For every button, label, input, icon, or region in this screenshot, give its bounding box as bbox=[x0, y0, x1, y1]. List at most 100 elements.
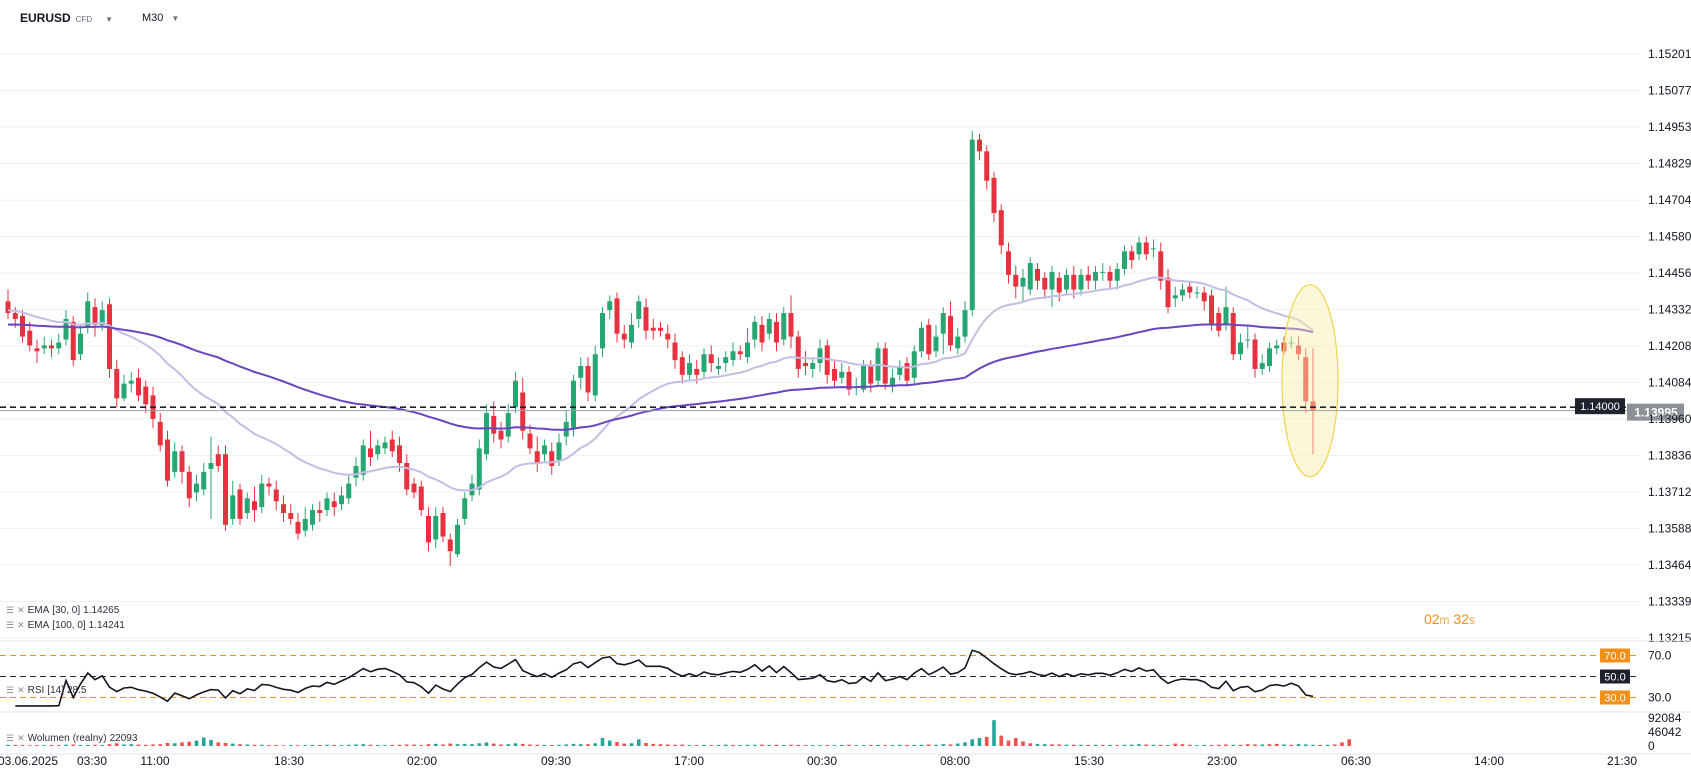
volume-bar bbox=[455, 744, 460, 746]
volume-bar bbox=[1006, 740, 1011, 746]
candle-body bbox=[998, 210, 1004, 246]
settings-icon[interactable]: ☰ bbox=[6, 685, 15, 695]
candle-body bbox=[991, 177, 997, 214]
candle-body bbox=[244, 498, 250, 514]
price-axis[interactable]: 1.15201 1.15077 1.14953 1.14829 1.14704 1.145… bbox=[1648, 47, 1691, 645]
volume-bar bbox=[694, 745, 699, 746]
price-grid bbox=[0, 53, 1640, 639]
candles-layer bbox=[5, 130, 1316, 566]
candle-body bbox=[215, 454, 221, 466]
candle-body bbox=[172, 451, 178, 472]
candle-body bbox=[513, 380, 518, 408]
volume-bar bbox=[71, 744, 76, 746]
volume-bar bbox=[354, 744, 358, 746]
candle-body bbox=[687, 363, 692, 375]
volume-bar bbox=[1303, 744, 1308, 746]
instrument-type: CFD bbox=[75, 15, 93, 24]
candle-body bbox=[114, 368, 120, 399]
volume-bar bbox=[955, 743, 960, 746]
volume-bar bbox=[433, 743, 438, 746]
volume-legend[interactable]: ☰ ✕ Wolumen (realny) 22093 bbox=[6, 733, 137, 744]
close-icon[interactable]: ✕ bbox=[17, 685, 25, 695]
price-tick-label: 1.13215 bbox=[1648, 631, 1691, 645]
candle-body bbox=[621, 333, 627, 340]
volume-bar bbox=[535, 744, 540, 746]
timeframe-selector[interactable]: M30 ▼ bbox=[142, 12, 179, 24]
candle-body bbox=[1035, 268, 1040, 281]
candle-body bbox=[230, 495, 236, 519]
settings-icon[interactable]: ☰ bbox=[6, 605, 15, 615]
candle-body bbox=[78, 333, 83, 355]
candle-body bbox=[578, 365, 584, 378]
volume-bar bbox=[158, 744, 163, 746]
volume-bar bbox=[702, 744, 706, 746]
settings-icon[interactable]: ☰ bbox=[6, 620, 15, 630]
candle-body bbox=[774, 321, 779, 343]
close-icon[interactable]: ✕ bbox=[17, 605, 25, 615]
candle-body bbox=[404, 463, 410, 490]
volume-bar bbox=[1347, 739, 1352, 746]
candle-body bbox=[672, 342, 678, 361]
volume-bar bbox=[245, 744, 250, 746]
close-icon[interactable]: ✕ bbox=[17, 733, 25, 743]
volume-bar bbox=[390, 744, 395, 746]
highlight-ellipse bbox=[1281, 284, 1339, 478]
candle-body bbox=[382, 442, 388, 449]
volume-bar bbox=[1274, 743, 1279, 746]
price-tick-label: 1.13712 bbox=[1648, 485, 1691, 499]
candle-body bbox=[128, 380, 134, 384]
candle-body bbox=[339, 495, 344, 505]
candle-body bbox=[1151, 248, 1156, 250]
last-price-label: 1.13995 bbox=[1634, 406, 1678, 420]
candle-body bbox=[433, 515, 439, 540]
volume-bar bbox=[796, 744, 801, 746]
candle-body bbox=[1288, 342, 1294, 344]
volume-bar bbox=[586, 744, 590, 746]
candle-body bbox=[542, 445, 547, 455]
candle-body bbox=[208, 463, 214, 469]
candle-body bbox=[157, 421, 163, 446]
ema30-value: 1.14265 bbox=[83, 605, 120, 616]
ema30-legend[interactable]: ☰ ✕ EMA [30, 0] 1.14265 bbox=[6, 605, 119, 616]
candle-body bbox=[571, 380, 576, 428]
candle-body bbox=[1056, 277, 1062, 293]
candle-body bbox=[977, 139, 982, 152]
rsi-legend[interactable]: ☰ ✕ RSI [14] 28.5 bbox=[6, 685, 86, 696]
candle-body bbox=[1006, 251, 1011, 275]
time-axis[interactable]: 03.06.2025 03:30 11:00 18:30 02:00 09:30 17:00… bbox=[0, 753, 1691, 768]
candle-body bbox=[1180, 289, 1185, 296]
candle-body bbox=[1310, 401, 1316, 411]
candle-body bbox=[1187, 286, 1193, 293]
volume-bar bbox=[259, 744, 264, 746]
volume-bar bbox=[288, 745, 293, 746]
candle-body bbox=[27, 330, 33, 346]
rsi-pane: 70.0 70.0 50.0 30.0 30.0 bbox=[0, 640, 1691, 707]
volume-bar bbox=[187, 741, 192, 746]
candle-body bbox=[237, 489, 243, 519]
candle-body bbox=[1107, 271, 1113, 281]
symbol-selector[interactable]: EURUSD CFD ▼ bbox=[20, 11, 113, 25]
candle-body bbox=[846, 371, 852, 390]
candle-body bbox=[346, 483, 352, 499]
price-tick-label: 1.15077 bbox=[1648, 83, 1691, 97]
volume-bar bbox=[564, 744, 569, 746]
candle-body bbox=[592, 354, 598, 396]
volume-axis-label: 46042 bbox=[1648, 725, 1682, 739]
volume-bar bbox=[230, 743, 235, 746]
settings-icon[interactable]: ☰ bbox=[6, 733, 15, 743]
candle-body bbox=[360, 445, 366, 475]
volume-bar bbox=[64, 744, 68, 746]
volume-bar bbox=[1100, 744, 1105, 746]
volume-bar bbox=[941, 744, 946, 746]
price-tick-label: 1.14084 bbox=[1648, 375, 1691, 389]
candle-body bbox=[745, 342, 750, 358]
volume-bar bbox=[992, 720, 996, 746]
ema100-legend[interactable]: ☰ ✕ EMA [100, 0] 1.14241 bbox=[6, 620, 125, 631]
close-icon[interactable]: ✕ bbox=[17, 620, 25, 630]
candle-body bbox=[723, 357, 729, 364]
volume-bar bbox=[194, 740, 199, 746]
price-tick-label: 1.14208 bbox=[1648, 339, 1691, 353]
